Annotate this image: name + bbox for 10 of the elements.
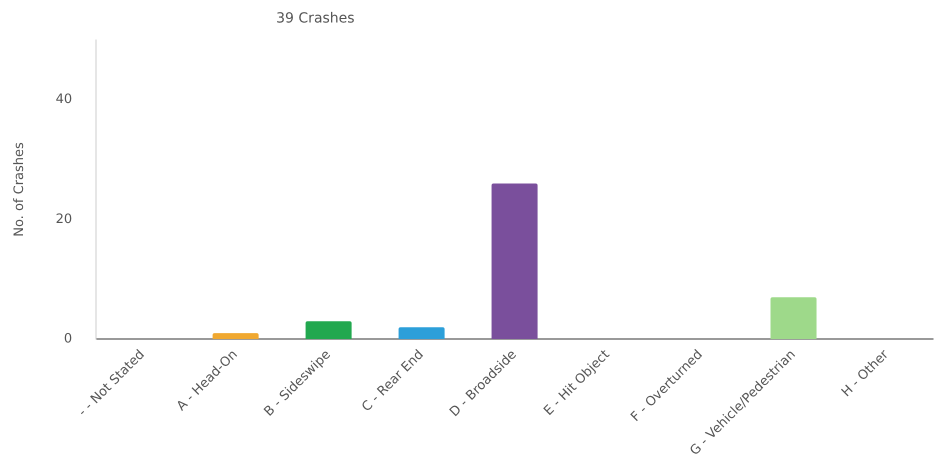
y-axis-title: No. of Crashes	[12, 142, 28, 237]
bar	[212, 333, 259, 340]
y-tick-label: 0	[64, 332, 72, 347]
y-tick-label: 20	[56, 212, 72, 227]
y-tick-label: 40	[56, 92, 72, 108]
bar	[398, 327, 445, 340]
bar	[306, 321, 352, 340]
bar	[492, 183, 538, 340]
chart-title: 39 Crashes	[276, 10, 355, 27]
bar	[770, 297, 817, 340]
